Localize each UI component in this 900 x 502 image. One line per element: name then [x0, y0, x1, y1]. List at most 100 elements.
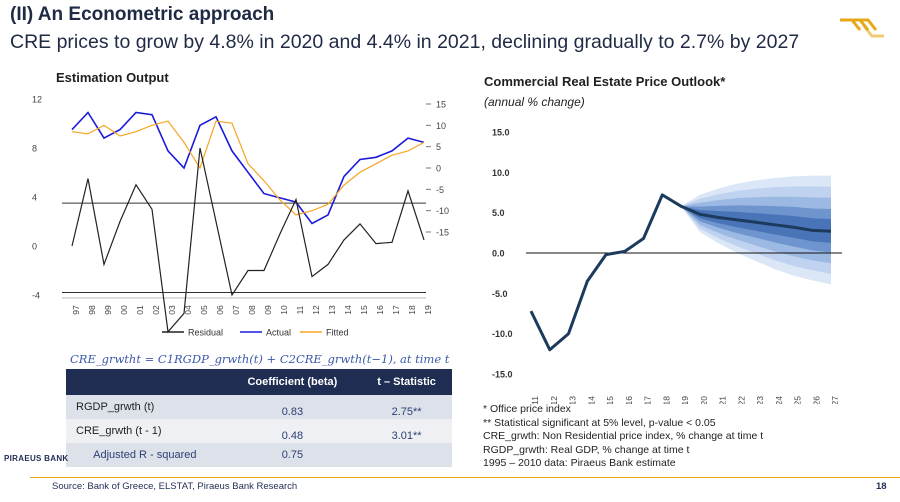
note-line: ** Statistical significant at 5% level, … — [483, 416, 716, 429]
x-tick-label: 2016 — [624, 396, 634, 404]
chart-notes: * Office price index ** Statistical sign… — [483, 403, 763, 471]
source-note: Source: Bank of Greece, ELSTAT, Piraeus … — [52, 481, 298, 492]
x-tick-label: 02 — [151, 305, 161, 315]
x-tick-label: 97 — [71, 305, 81, 315]
left-axis-tick-label: 8 — [32, 144, 37, 154]
x-tick-label: 18 — [407, 305, 417, 315]
left-axis-tick-label: 12 — [32, 95, 42, 105]
coef-value: 0.83 — [223, 395, 362, 419]
equation-note: at time t — [400, 352, 450, 366]
series-line-residual — [71, 147, 425, 334]
y-tick-label: -10.0 — [492, 329, 513, 339]
legend-label-fitted: Fitted — [326, 328, 349, 338]
table-header-row: Coefficient (beta) t – Statistic — [66, 369, 452, 395]
adj-r2-value: 0.75 — [223, 443, 362, 467]
coef-value: 0.48 — [223, 419, 362, 443]
x-tick-label: 09 — [263, 305, 273, 315]
section-title: (II) An Econometric approach — [10, 4, 275, 25]
right-axis-tick-label: 5 — [436, 142, 441, 152]
table-header-coef: Coefficient (beta) — [223, 369, 362, 395]
left-axis-tick-label: 0 — [32, 242, 37, 252]
x-tick-label: 2013 — [568, 396, 578, 404]
cre-outlook-title: Commercial Real Estate Price Outlook* — [484, 74, 726, 89]
series-line-fitted — [71, 120, 425, 216]
estimation-output-title: Estimation Output — [56, 70, 169, 85]
x-tick-label: 2017 — [643, 396, 653, 404]
x-tick-label: 98 — [87, 305, 97, 315]
x-tick-label: 19 — [423, 305, 433, 315]
x-tick-label: 2026 — [811, 396, 821, 404]
note-line: * Office price index — [483, 403, 571, 415]
estimation-output-chart: 15 10 5 0 -5 -10 -15 12 8 4 0 -4 -8 97 98 99 00 01 02 03 04 0… — [32, 95, 449, 341]
x-tick-label: 12 — [311, 305, 321, 315]
table-row: Adjusted R - squared 0.75 — [66, 443, 452, 467]
x-tick-label: 2014 — [586, 396, 596, 404]
x-tick-label: 13 — [327, 305, 337, 315]
adj-r2-label: Adjusted R - squared — [66, 443, 224, 467]
page-subtitle: CRE prices to grow by 4.8% in 2020 and 4… — [10, 31, 800, 53]
x-tick-label: 2023 — [755, 396, 765, 404]
brand-logo: PIRAEUS BANK — [4, 454, 69, 463]
note-line: RGDP_grwth: Real GDP, % change at time t — [483, 443, 690, 456]
x-tick-label: 17 — [391, 305, 401, 315]
y-tick-label: 10.0 — [492, 168, 510, 178]
x-tick-label: 11 — [295, 305, 305, 314]
row-label: CRE_grwth (t - 1) — [66, 419, 224, 443]
y-tick-label: -15.0 — [492, 370, 513, 380]
right-axis-tick-label: 15 — [436, 100, 446, 110]
x-tick-label: 2025 — [793, 396, 803, 404]
left-axis-tick-label: 4 — [32, 193, 37, 203]
x-tick-label: 2021 — [718, 396, 728, 404]
x-tick-label: 10 — [279, 305, 289, 315]
right-axis-tick-label: 0 — [436, 164, 441, 174]
brand-stripes-icon — [840, 18, 884, 38]
page-number: 18 — [876, 481, 887, 492]
right-axis-tick-label: -15 — [436, 228, 449, 238]
x-tick-label: 2024 — [774, 396, 784, 404]
x-tick-label: 2012 — [549, 396, 559, 404]
cre-outlook-chart: 15.0 10.0 5.0 0.0 -5.0 -10.0 -15.0 2011 2012 2013… — [492, 128, 842, 404]
x-tick-label: 08 — [247, 305, 257, 315]
y-tick-label: 0.0 — [492, 249, 505, 259]
x-tick-label: 01 — [135, 305, 145, 315]
table-row: RGDP_grwth (t) 0.83 2.75** — [66, 395, 452, 419]
legend-label-actual: Actual — [266, 328, 291, 338]
x-tick-label: 2027 — [830, 396, 840, 404]
note-line: 1995 – 2010 data: Piraeus Bank estimate — [483, 457, 676, 470]
x-tick-label: 14 — [343, 305, 353, 315]
x-tick-label: 06 — [215, 305, 225, 315]
x-tick-label: 2018 — [661, 396, 671, 404]
series-line-actual — [71, 111, 425, 225]
right-axis-tick-label: -5 — [436, 185, 444, 195]
x-tick-label: 07 — [231, 305, 241, 315]
note-line: CRE_grwth: Non Residential price index, … — [483, 430, 764, 443]
x-tick-label: 2022 — [736, 396, 746, 404]
tstat-value: 2.75** — [361, 395, 452, 419]
left-axis-tick-label: -4 — [32, 291, 40, 301]
x-tick-label: 2015 — [605, 396, 615, 404]
y-tick-label: -5.0 — [492, 289, 508, 299]
legend-label-residual: Residual — [188, 328, 223, 338]
y-tick-label: 5.0 — [492, 208, 505, 218]
x-tick-label: 2020 — [699, 396, 709, 404]
y-tick-label: 15.0 — [492, 128, 510, 138]
table-row: CRE_grwth (t - 1) 0.48 3.01** — [66, 419, 452, 443]
cre-outlook-subtitle: (annual % change) — [484, 95, 585, 109]
x-tick-label: 2019 — [680, 396, 690, 404]
x-tick-label: 04 — [183, 305, 193, 315]
x-tick-label: 05 — [199, 305, 209, 315]
table-header-blank — [66, 369, 224, 395]
right-axis-tick-label: -10 — [436, 206, 449, 216]
x-tick-label: 00 — [119, 305, 129, 315]
right-axis-tick-label: 10 — [436, 121, 446, 131]
x-tick-label: 03 — [167, 305, 177, 315]
x-tick-label: 2011 — [530, 396, 540, 404]
fan-band — [681, 206, 831, 243]
regression-equation: CRE_grwtht = C1RGDP_grwth(t) + C2CRE_grw… — [70, 352, 397, 366]
table-header-tstat: t – Statistic — [361, 369, 452, 395]
x-tick-label: 99 — [103, 305, 113, 315]
x-tick-label: 16 — [375, 305, 385, 315]
left-axis-tick-label: -8 — [32, 340, 40, 341]
x-tick-label: 15 — [359, 305, 369, 315]
row-label: RGDP_grwth (t) — [66, 395, 224, 419]
